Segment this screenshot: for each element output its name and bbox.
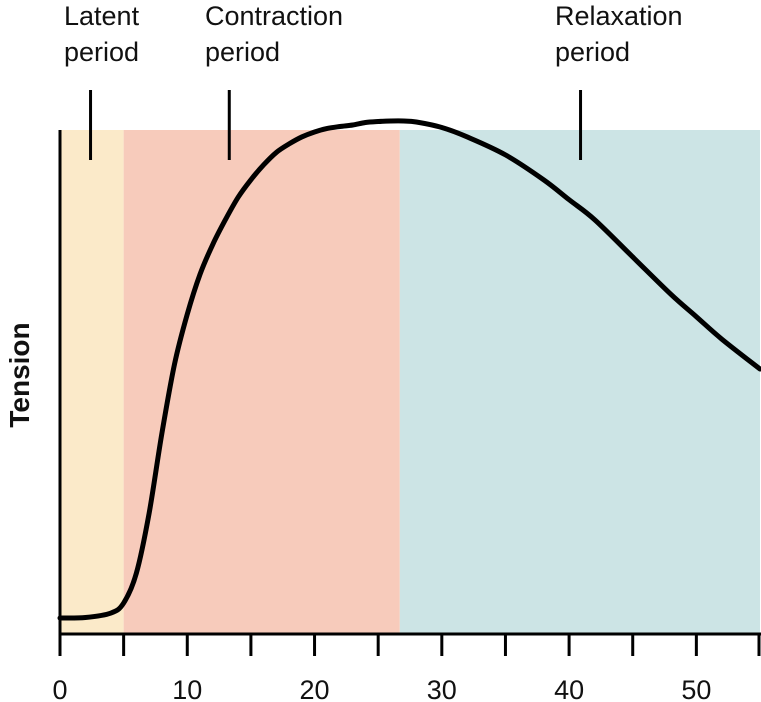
latent-label-line1: Latent xyxy=(64,1,140,31)
latent-period-band xyxy=(60,130,124,634)
relaxation-period-label: Relaxation period xyxy=(555,1,683,67)
contraction-period-band xyxy=(123,130,400,634)
x-tick-labels: 0 10 20 30 40 50 xyxy=(52,675,711,702)
relaxation-label-line2: period xyxy=(555,37,630,67)
x-ticks xyxy=(58,634,761,656)
contraction-label-line2: period xyxy=(205,37,280,67)
x-tick-label-30: 30 xyxy=(427,675,457,702)
period-labels: Latent period Contraction period Relaxation p… xyxy=(64,1,683,67)
latent-label-line2: period xyxy=(64,37,139,67)
latent-period-label: Latent period xyxy=(64,1,140,67)
axes xyxy=(58,130,761,636)
x-tick-label-0: 0 xyxy=(52,675,67,702)
contraction-period-label: Contraction period xyxy=(205,1,343,67)
period-marker-lines xyxy=(89,90,583,160)
relaxation-period-band xyxy=(399,130,760,634)
x-tick-label-50: 50 xyxy=(681,675,711,702)
x-tick-label-40: 40 xyxy=(554,675,584,702)
tension-curve xyxy=(57,118,761,621)
contraction-label-line1: Contraction xyxy=(205,1,343,31)
x-tick-label-10: 10 xyxy=(172,675,202,702)
relaxation-label-line1: Relaxation xyxy=(555,1,683,31)
period-bands xyxy=(60,130,760,634)
y-axis-label: Tension xyxy=(4,322,35,427)
x-tick-label-20: 20 xyxy=(300,675,330,702)
tension-curve-layer xyxy=(57,118,761,621)
